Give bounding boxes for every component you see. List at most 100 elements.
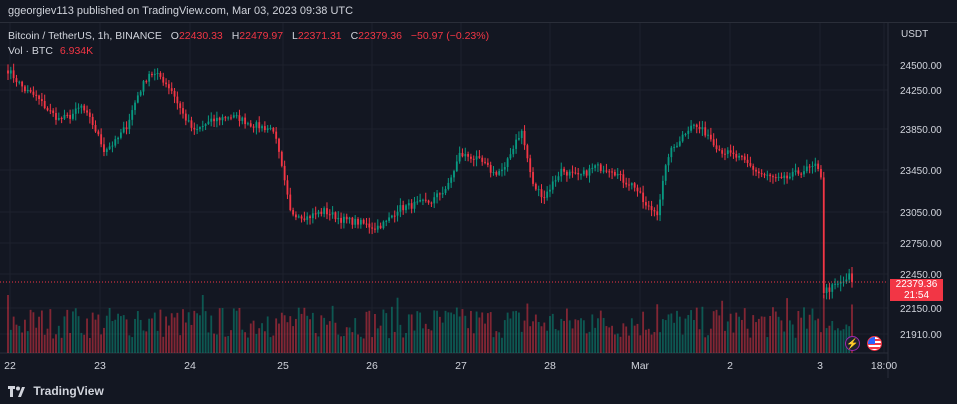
volume-bar [526, 303, 529, 353]
volume-bar [77, 316, 80, 353]
candle-body [351, 217, 354, 225]
volume-bar [554, 329, 557, 353]
time-tick-label: 27 [455, 360, 467, 372]
volume-bar [286, 322, 289, 353]
candle-body [283, 165, 286, 181]
volume-bar [235, 310, 238, 353]
volume-bar [450, 312, 453, 353]
lightning-bolt-icon[interactable]: ⚡ [845, 336, 860, 351]
volume-bar [388, 338, 390, 353]
candle-body [786, 175, 788, 179]
volume-bar [328, 321, 331, 353]
candle-body [563, 168, 565, 172]
candle-body [828, 287, 831, 292]
volume-bar [684, 318, 687, 353]
volume-bar [342, 335, 345, 353]
volume-bar [715, 309, 718, 353]
candle-body [359, 219, 362, 225]
candle-body [176, 96, 179, 104]
candle-body [57, 117, 60, 120]
volume-bar [653, 332, 656, 353]
volume-bar [340, 336, 343, 353]
volume-bar [659, 332, 661, 353]
volume-bar [125, 319, 128, 353]
change-value: −50.97 (−0.23%) [410, 30, 490, 42]
candle-body [328, 214, 331, 216]
candle-body [60, 117, 63, 119]
volume-bar [503, 320, 506, 353]
candlestick-chart[interactable]: 24500.00 24250.00 23850.00 23450.00 23050.00… [0, 23, 957, 379]
candle-body [568, 171, 571, 176]
volume-bar [57, 325, 60, 353]
volume-bar [379, 325, 382, 353]
candle-body [156, 73, 159, 75]
volume-bar [199, 315, 201, 353]
candle-body [365, 223, 368, 225]
candle-body [354, 218, 357, 225]
candle-body [230, 117, 232, 119]
volume-bar [774, 311, 777, 353]
volume-bar [836, 328, 839, 353]
candle-body [151, 73, 153, 76]
candle-body [613, 172, 616, 176]
candle-body [18, 81, 21, 83]
candle-body [743, 156, 746, 160]
candle-body [746, 159, 749, 164]
candle-body [803, 171, 805, 175]
volume-bar [7, 295, 9, 353]
currency-label: USDT [901, 29, 929, 40]
candle-body [611, 171, 613, 173]
low-value: 22371.31 [297, 30, 342, 42]
volume-bar [295, 318, 297, 353]
candle-body [125, 127, 128, 130]
volume-bar [712, 311, 715, 353]
volume-bar [345, 327, 348, 353]
candle-body [450, 177, 453, 183]
volume-bar [334, 322, 337, 353]
volume-bar [565, 308, 568, 353]
volume-bar [639, 335, 642, 353]
volume-bar [218, 308, 221, 353]
candle-body [275, 131, 278, 139]
candle-body [142, 81, 145, 92]
candle-body [416, 201, 419, 203]
volume-bar [9, 329, 12, 353]
symbol-label: Bitcoin / TetherUS, 1h, BINANCE [8, 30, 162, 42]
volume-bar [475, 311, 478, 353]
candle-body [396, 211, 399, 216]
time-tick-label: Mar [631, 360, 650, 372]
us-flag-icon[interactable] [867, 336, 882, 351]
candle-body [461, 152, 464, 157]
volume-bar [780, 320, 783, 353]
candle-body [464, 154, 467, 157]
volume-bar [757, 318, 760, 353]
chart-pane[interactable]: 24500.00 24250.00 23850.00 23450.00 23050.00… [0, 22, 957, 379]
volume-bar [29, 309, 32, 353]
volume-bar [108, 308, 111, 353]
volume-bar [842, 329, 845, 353]
candle-body [368, 223, 371, 228]
volume-bar [633, 325, 636, 353]
volume-bar [128, 335, 131, 353]
price-tick-label: 22450.00 [900, 270, 942, 281]
candle-body [128, 119, 131, 130]
volume-bar [204, 311, 207, 353]
volume-bar [760, 316, 763, 353]
candle-body [204, 124, 207, 126]
candle-body [726, 150, 729, 154]
candle-body [715, 145, 718, 150]
candle-body [602, 170, 605, 172]
volume-bar [15, 324, 18, 353]
candle-body [625, 182, 628, 185]
volume-bar [215, 334, 218, 353]
volume-bar [60, 337, 63, 353]
candle-body [670, 147, 673, 158]
volume-bar [136, 311, 139, 353]
candle-body [334, 212, 337, 220]
candle-body [848, 273, 851, 280]
candle-body [337, 217, 340, 220]
volume-value: 6.934K [59, 45, 94, 57]
candle-body [664, 165, 667, 181]
volume-bar [119, 316, 122, 353]
volume-bar [43, 334, 46, 353]
